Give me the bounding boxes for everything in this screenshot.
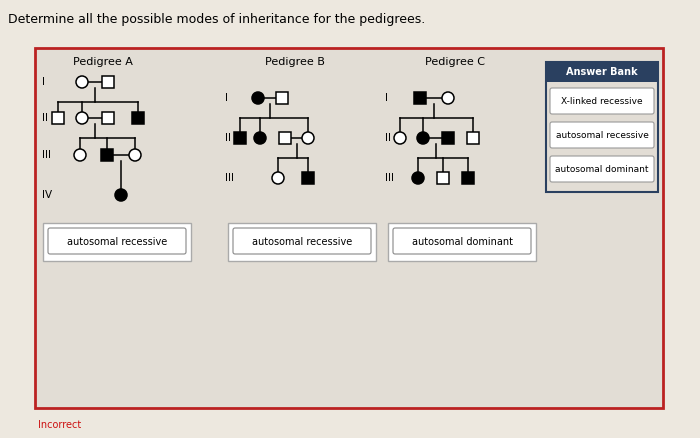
Text: Answer Bank: Answer Bank: [566, 67, 638, 77]
Text: autosomal recessive: autosomal recessive: [252, 237, 352, 247]
Bar: [52, 112, 64, 124]
Text: III: III: [385, 173, 394, 183]
Text: I: I: [42, 77, 45, 87]
Circle shape: [394, 132, 406, 144]
Bar: [276, 92, 288, 104]
FancyBboxPatch shape: [550, 88, 654, 114]
Bar: [546, 62, 658, 82]
Circle shape: [302, 132, 314, 144]
Text: II: II: [385, 133, 391, 143]
Text: Pedigree A: Pedigree A: [73, 57, 133, 67]
Bar: [302, 172, 314, 184]
Bar: [546, 62, 658, 192]
FancyBboxPatch shape: [550, 156, 654, 182]
Circle shape: [412, 172, 424, 184]
Text: IV: IV: [42, 190, 52, 200]
Bar: [102, 112, 114, 124]
Circle shape: [76, 76, 88, 88]
Text: Pedigree C: Pedigree C: [425, 57, 485, 67]
FancyBboxPatch shape: [233, 228, 371, 254]
Text: II: II: [225, 133, 231, 143]
Text: X-linked recessive: X-linked recessive: [561, 96, 643, 106]
Bar: [467, 132, 479, 144]
Text: autosomal recessive: autosomal recessive: [67, 237, 167, 247]
Bar: [101, 149, 113, 161]
Circle shape: [272, 172, 284, 184]
Text: Pedigree B: Pedigree B: [265, 57, 325, 67]
Bar: [437, 172, 449, 184]
Circle shape: [115, 189, 127, 201]
Text: III: III: [225, 173, 234, 183]
Bar: [228, 223, 376, 261]
Text: autosomal dominant: autosomal dominant: [555, 165, 649, 173]
Circle shape: [74, 149, 86, 161]
Bar: [442, 132, 454, 144]
Bar: [43, 223, 191, 261]
Text: autosomal dominant: autosomal dominant: [412, 237, 512, 247]
Circle shape: [252, 92, 264, 104]
Text: III: III: [42, 150, 51, 160]
Bar: [234, 132, 246, 144]
Circle shape: [442, 92, 454, 104]
Text: II: II: [42, 113, 48, 123]
FancyBboxPatch shape: [550, 122, 654, 148]
Circle shape: [76, 112, 88, 124]
Bar: [388, 223, 536, 261]
FancyBboxPatch shape: [393, 228, 531, 254]
Bar: [35, 48, 663, 408]
Text: Incorrect: Incorrect: [38, 420, 81, 430]
Text: autosomal recessive: autosomal recessive: [556, 131, 648, 139]
Circle shape: [417, 132, 429, 144]
Circle shape: [254, 132, 266, 144]
Text: I: I: [385, 93, 388, 103]
FancyBboxPatch shape: [48, 228, 186, 254]
Bar: [414, 92, 426, 104]
Bar: [462, 172, 474, 184]
Circle shape: [129, 149, 141, 161]
Bar: [102, 76, 114, 88]
Bar: [132, 112, 144, 124]
Text: Determine all the possible modes of inheritance for the pedigrees.: Determine all the possible modes of inhe…: [8, 13, 426, 26]
Text: I: I: [225, 93, 228, 103]
Bar: [279, 132, 291, 144]
